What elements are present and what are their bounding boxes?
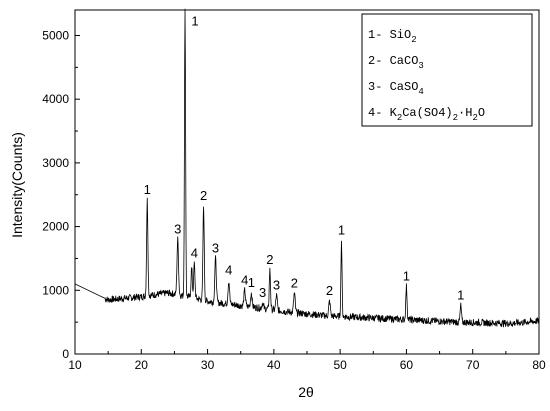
- legend-formula-subscript: 4: [418, 87, 423, 97]
- x-tick-label: 50: [333, 358, 347, 372]
- legend-formula-text: Ca(SO4): [402, 106, 452, 120]
- legend-formula-text: CaCO: [390, 54, 419, 68]
- peak-label: 3: [273, 277, 280, 292]
- peak-label: 1: [338, 223, 345, 238]
- legend-formula-subscript: 2: [397, 113, 402, 123]
- peak-label: 1: [457, 288, 464, 303]
- x-axis-title: 2θ: [298, 384, 314, 400]
- legend-formula-subscript: 2: [472, 113, 477, 123]
- xrd-pattern-line: [74, 8, 540, 328]
- peak-label: 3: [174, 221, 181, 236]
- peak-label: 4: [225, 263, 232, 278]
- y-tick-label: 3000: [42, 156, 69, 170]
- legend-entry: 3- CaSO4: [368, 80, 424, 97]
- peak-label: 4: [191, 246, 198, 261]
- legend-entry-prefix: 1-: [368, 28, 390, 42]
- peak-label: 1: [403, 268, 410, 283]
- x-tick-label: 40: [267, 358, 281, 372]
- legend-formula-text: SiO: [390, 28, 412, 42]
- peak-label: 3: [259, 285, 266, 300]
- y-axis-title: Intensity(Counts): [9, 132, 25, 238]
- peak-label: 1: [144, 182, 151, 197]
- x-tick-label: 20: [135, 358, 149, 372]
- x-tick-label: 30: [201, 358, 215, 372]
- peak-label: 2: [291, 275, 298, 290]
- y-tick-label: 4000: [42, 92, 69, 106]
- peak-label: 2: [266, 252, 273, 267]
- legend-box: [361, 13, 533, 127]
- peak-label: 3: [212, 240, 219, 255]
- legend-formula-subscript: 2: [411, 35, 416, 45]
- x-tick-label: 10: [68, 358, 82, 372]
- peak-label: 1: [191, 13, 198, 28]
- x-tick-label: 70: [466, 358, 480, 372]
- legend-entry: 1- SiO2: [368, 28, 417, 45]
- x-tick-label: 80: [532, 358, 546, 372]
- x-tick-label: 60: [400, 358, 414, 372]
- legend-entry: 2- CaCO3: [368, 54, 424, 71]
- legend-entry-prefix: 3-: [368, 80, 390, 94]
- legend-formula-text: K: [390, 106, 398, 120]
- legend-formula-text: O: [478, 106, 485, 120]
- legend-formula-text: CaSO: [390, 80, 419, 94]
- y-tick-label: 0: [62, 347, 69, 361]
- legend-formula-subscript: 2: [453, 113, 458, 123]
- legend-entry-prefix: 2-: [368, 54, 390, 68]
- y-tick-label: 1000: [42, 283, 69, 297]
- legend-entry: 4- K2Ca(SO4)2·H2O: [368, 106, 485, 123]
- y-tick-label: 2000: [42, 220, 69, 234]
- peak-label: 2: [326, 283, 333, 298]
- legend-formula-text: ·H: [458, 106, 472, 120]
- peak-label: 2: [200, 188, 207, 203]
- legend-entry-prefix: 4-: [368, 106, 390, 120]
- y-tick-label: 5000: [42, 28, 69, 42]
- peak-label: 1: [248, 275, 255, 290]
- peak-label: 4: [241, 272, 248, 287]
- legend-formula-subscript: 3: [418, 61, 423, 71]
